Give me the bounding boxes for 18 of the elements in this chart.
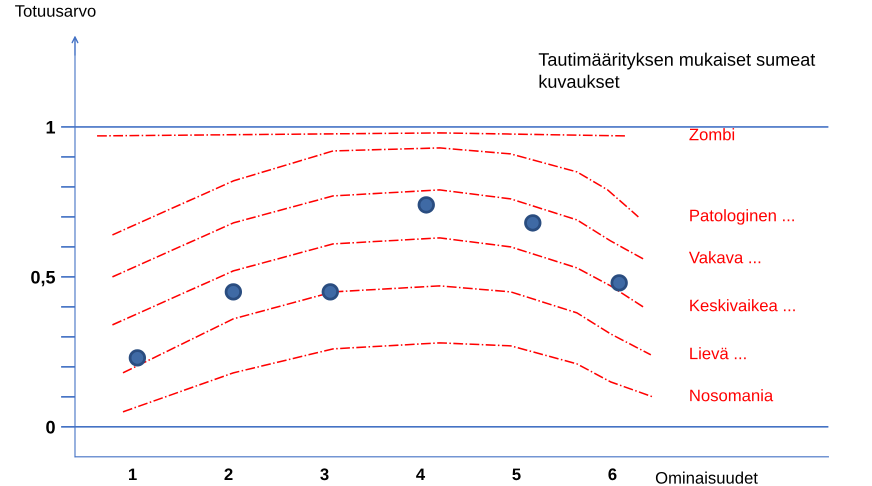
y-tick-label: 0 bbox=[46, 420, 55, 434]
y-axis-title: Totuusarvo bbox=[15, 5, 96, 17]
y-tick-label: 1 bbox=[46, 121, 56, 134]
text: Lievä ... bbox=[690, 347, 746, 360]
y-tick-label: 0,5 bbox=[31, 270, 56, 286]
x-tick-label: 1 bbox=[128, 468, 137, 480]
text: Keskivaikea ... bbox=[690, 299, 795, 312]
text: Tautimäärityksen mukaiset sumeat kuvaukset bbox=[538, 52, 816, 88]
x-tick-label: 2 bbox=[224, 468, 233, 480]
x-axis-title: Ominaisuudet bbox=[656, 472, 758, 484]
text: Zombi bbox=[689, 128, 734, 140]
text: Nosomania bbox=[690, 389, 774, 402]
x-tick-label: 3 bbox=[320, 468, 329, 480]
text: Patologinen ... bbox=[690, 209, 794, 225]
x-tick-label: 6 bbox=[608, 468, 616, 480]
x-tick-label: 5 bbox=[512, 468, 521, 480]
text: Vakava ... bbox=[688, 251, 760, 264]
x-tick-label: 4 bbox=[416, 468, 426, 480]
